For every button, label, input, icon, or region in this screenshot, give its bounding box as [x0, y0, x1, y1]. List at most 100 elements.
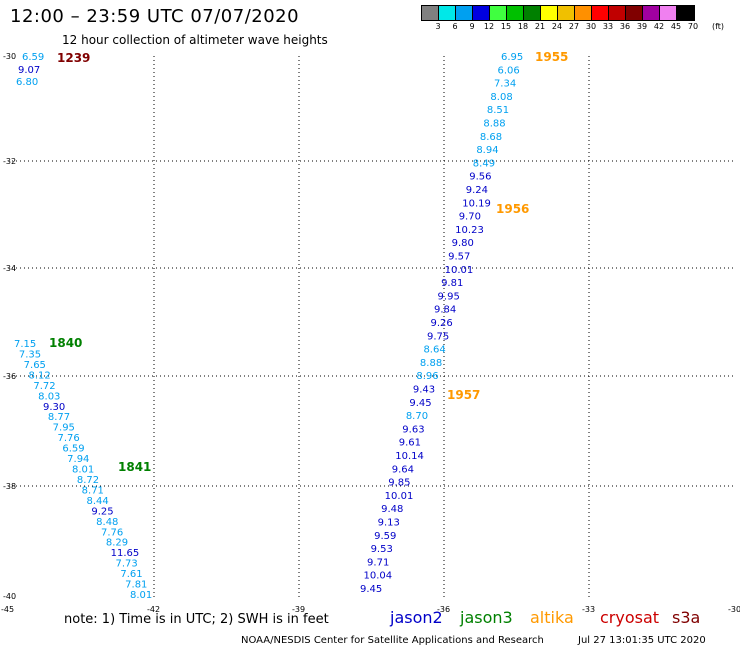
color-scale-label: 18 — [517, 22, 529, 31]
color-scale-label: 21 — [534, 22, 546, 31]
color-scale-swatch — [558, 6, 575, 20]
color-scale-label: 42 — [653, 22, 665, 31]
color-scale-label: 70 — [687, 22, 699, 31]
satellite-legend-jason2: jason2 — [390, 608, 443, 627]
longitude-label: -30 — [728, 605, 740, 614]
wave-height-value: 8.08 — [490, 92, 512, 103]
wave-height-value: 10.23 — [455, 225, 484, 236]
wave-height-value: 7.81 — [125, 580, 147, 591]
wave-height-value: 7.76 — [101, 527, 123, 538]
wave-height-value: 8.29 — [106, 538, 128, 549]
wave-height-value: 7.94 — [67, 454, 89, 465]
wave-height-value: 6.06 — [497, 65, 519, 76]
wave-height-value: 7.76 — [58, 433, 80, 444]
wave-height-value: 9.85 — [388, 478, 410, 489]
color-scale-swatch — [524, 6, 541, 20]
satellite-legend-jason3: jason3 — [460, 608, 513, 627]
wave-height-value: 7.34 — [494, 79, 516, 90]
track-time-label: 1840 — [49, 336, 82, 350]
color-scale-swatch — [575, 6, 592, 20]
color-scale-swatch — [643, 6, 660, 20]
wave-height-value: 6.59 — [62, 444, 84, 455]
longitude-label: -36 — [437, 605, 450, 614]
color-scale-label: 45 — [670, 22, 682, 31]
latitude-label: -36 — [3, 372, 16, 381]
color-scale-swatch — [541, 6, 558, 20]
color-scale-swatch — [677, 6, 694, 20]
units-note: note: 1) Time is in UTC; 2) SWH is in fe… — [64, 612, 329, 627]
track-time-label: 1956 — [496, 202, 529, 216]
color-scale-swatch — [592, 6, 609, 20]
wave-height-value: 9.57 — [448, 252, 470, 263]
wave-height-value: 9.75 — [427, 331, 449, 342]
color-scale-label: 24 — [551, 22, 563, 31]
latitude-label: -40 — [3, 592, 16, 601]
track-time-label: 1239 — [57, 51, 90, 65]
wave-height-value: 6.95 — [501, 52, 523, 63]
wave-height-value: 9.45 — [360, 584, 382, 595]
track-time-label: 1957 — [447, 388, 480, 402]
axis-labels: -30 -32 -34 -36 -38 -40 -45 -42 -39 -36 -33 -30 — [1, 52, 740, 614]
wave-height-value: 9.63 — [402, 424, 424, 435]
wave-height-value: 8.68 — [480, 132, 502, 143]
wave-height-value: 8.01 — [130, 590, 152, 601]
wave-height-value: 7.73 — [116, 559, 138, 570]
wave-height-value: 9.07 — [18, 65, 40, 76]
wave-height-value: 10.01 — [445, 265, 474, 276]
wave-height-value: 7.72 — [33, 381, 55, 392]
color-scale-bar — [421, 5, 695, 21]
wave-height-value: 8.88 — [483, 119, 505, 130]
track-time-label: 1841 — [118, 460, 151, 474]
wave-height-value: 8.94 — [476, 145, 498, 156]
color-scale-swatch — [422, 6, 439, 20]
generated-timestamp: Jul 27 13:01:35 UTC 2020 — [578, 635, 706, 646]
page-subtitle: 12 hour collection of altimeter wave hei… — [62, 33, 328, 47]
wave-height-value: 9.59 — [374, 531, 396, 542]
wave-height-value: 9.64 — [392, 464, 414, 475]
track-time-label: 1955 — [535, 50, 568, 64]
wave-height-value: 8.96 — [416, 371, 438, 382]
wave-height-value: 7.65 — [24, 360, 46, 371]
wave-height-value: 7.35 — [19, 349, 41, 360]
wave-height-value: 9.56 — [469, 172, 491, 183]
color-scale-swatch — [660, 6, 677, 20]
wave-height-value: 8.77 — [48, 412, 70, 423]
wave-height-value: 8.71 — [82, 485, 104, 496]
wave-height-value: 8.44 — [87, 496, 109, 507]
wave-height-value: 9.84 — [434, 305, 456, 316]
longitude-label: -45 — [1, 605, 14, 614]
credit-footer: NOAA/NESDIS Center for Satellite Applica… — [241, 635, 544, 646]
wave-height-value: 8.01 — [72, 465, 94, 476]
color-scale-label: 39 — [636, 22, 648, 31]
wave-height-value: 9.45 — [409, 398, 431, 409]
track-layer: 6.59 9.076.80 1239 7.157.357.658.127.728.03… — [14, 50, 568, 601]
latitude-label: -30 — [3, 52, 16, 61]
wave-height-value: 9.25 — [91, 506, 113, 517]
wave-height-value: 9.43 — [413, 385, 435, 396]
color-scale-label: 12 — [483, 22, 495, 31]
wave-height-value: 7.61 — [120, 569, 142, 580]
map-grid — [8, 56, 735, 600]
color-scale-swatch — [490, 6, 507, 20]
wave-height-value: 9.53 — [371, 544, 393, 555]
latitude-label: -38 — [3, 482, 16, 491]
wave-height-value: 8.72 — [77, 475, 99, 486]
longitude-label: -42 — [147, 605, 160, 614]
color-scale-label: 6 — [452, 22, 458, 31]
color-scale-label: 15 — [500, 22, 512, 31]
color-scale-label: 3 — [435, 22, 441, 31]
wave-height-value: 8.48 — [96, 517, 118, 528]
wave-height-value: 9.13 — [378, 518, 400, 529]
wave-height-value: 9.81 — [441, 278, 463, 289]
wave-height-value: 8.49 — [473, 158, 495, 169]
color-scale-swatch — [626, 6, 643, 20]
color-scale-label: 27 — [568, 22, 580, 31]
wave-height-value: 8.70 — [406, 411, 428, 422]
wave-height-value: 10.19 — [462, 198, 491, 209]
color-scale-label: (ft) — [711, 22, 725, 31]
wave-height-value: 7.15 — [14, 339, 36, 350]
satellite-legend-altika: altika — [530, 608, 574, 627]
wave-height-value: 8.03 — [38, 391, 60, 402]
color-scale-swatch — [456, 6, 473, 20]
